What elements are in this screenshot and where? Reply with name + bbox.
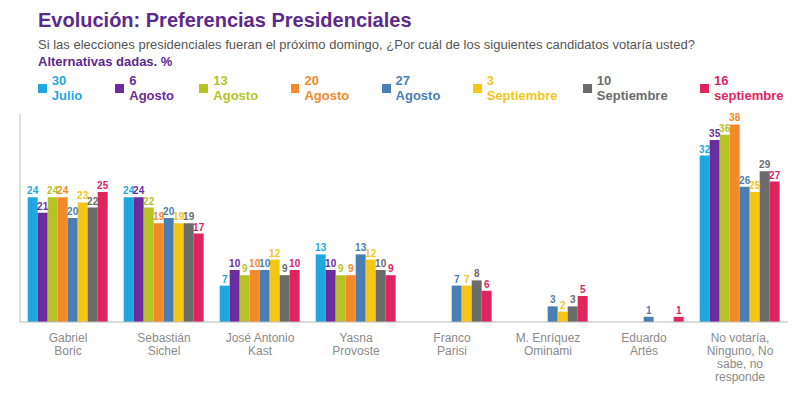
svg-text:9: 9 <box>242 263 248 274</box>
svg-text:35: 35 <box>709 128 721 139</box>
svg-text:38: 38 <box>729 112 741 123</box>
svg-text:19: 19 <box>153 211 165 223</box>
svg-text:8: 8 <box>474 268 480 279</box>
html-text:10 Septiembre: 10 Septiembre <box>596 73 668 103</box>
svg-text:3: 3 <box>570 294 576 305</box>
svg-text:9: 9 <box>388 263 394 274</box>
svg-text:19: 19 <box>183 211 195 222</box>
svg-text:YasnaProvoste: YasnaProvoste <box>332 331 380 358</box>
svg-text:13: 13 <box>355 242 367 254</box>
svg-text:José AntonioKast: José AntonioKast <box>226 331 295 358</box>
html-text:6 Agosto: 6 Agosto <box>129 73 174 103</box>
svg-text:21: 21 <box>37 201 49 212</box>
svg-text:23: 23 <box>77 190 89 202</box>
svg-text:6: 6 <box>484 279 490 290</box>
svg-text:10: 10 <box>259 258 271 269</box>
svg-text:9: 9 <box>282 263 288 274</box>
svg-text:17: 17 <box>193 222 205 233</box>
svg-text:24: 24 <box>27 185 39 196</box>
svg-text:1: 1 <box>676 305 682 316</box>
svg-text:7: 7 <box>222 274 228 285</box>
svg-text:32: 32 <box>699 144 711 155</box>
svg-text:SebastiánSichel: SebastiánSichel <box>137 331 190 358</box>
svg-text:20: 20 <box>67 206 79 217</box>
html-text:Evolución: Preferencias Presid: Evolución: Preferencias Presidenciales <box>38 9 412 31</box>
html-text:13 Agosto: 13 Agosto <box>213 73 259 103</box>
svg-text:36: 36 <box>719 123 731 134</box>
svg-text:24: 24 <box>57 185 69 196</box>
svg-text:10: 10 <box>325 258 337 269</box>
html-text:30 Julio: 30 Julio <box>51 73 83 103</box>
svg-text:5: 5 <box>580 284 586 295</box>
svg-text:7: 7 <box>454 274 460 285</box>
svg-text:19: 19 <box>173 211 185 223</box>
svg-text:22: 22 <box>143 196 155 207</box>
svg-text:M. EnríquezOminami: M. EnríquezOminami <box>516 331 581 358</box>
svg-text:12: 12 <box>269 248 281 259</box>
svg-text:13: 13 <box>315 242 327 253</box>
html-text:27 Agosto: 27 Agosto <box>395 73 441 103</box>
svg-text:7: 7 <box>464 274 470 285</box>
svg-text:10: 10 <box>289 258 301 269</box>
svg-text:24: 24 <box>133 185 145 196</box>
svg-text:29: 29 <box>759 159 771 170</box>
svg-text:27: 27 <box>769 170 781 181</box>
svg-text:2: 2 <box>560 300 566 311</box>
svg-text:10: 10 <box>229 258 241 269</box>
html-text:20 Agosto: 20 Agosto <box>304 73 350 103</box>
svg-text:10: 10 <box>375 258 387 269</box>
html-text:3 Septiembre: 3 Septiembre <box>486 73 558 103</box>
svg-text:9: 9 <box>348 263 354 274</box>
svg-text:26: 26 <box>739 174 751 186</box>
svg-text:24: 24 <box>123 185 135 197</box>
html-text:Si las elecciones presidencial: Si las elecciones presidenciales fueran … <box>38 37 695 52</box>
svg-text:No votaría,Ninguno, Nosabe, no: No votaría,Ninguno, Nosabe, noresponde <box>707 331 774 384</box>
svg-text:3: 3 <box>550 294 556 305</box>
svg-text:10: 10 <box>249 258 261 269</box>
svg-text:25: 25 <box>749 180 761 191</box>
svg-text:FrancoParisi: FrancoParisi <box>433 331 471 358</box>
html-text:16 septiembre: 16 septiembre <box>714 73 784 103</box>
svg-text:9: 9 <box>338 263 344 274</box>
svg-text:20: 20 <box>163 206 175 217</box>
svg-text:22: 22 <box>87 196 99 207</box>
svg-text:EduardoArtés: EduardoArtés <box>621 331 667 358</box>
svg-text:25: 25 <box>97 180 109 191</box>
svg-text:24: 24 <box>47 185 59 197</box>
html-text:Alternativas dadas. %: Alternativas dadas. % <box>38 54 173 69</box>
svg-text:GabrielBoric: GabrielBoric <box>49 331 88 358</box>
svg-text:12: 12 <box>365 248 377 259</box>
svg-text:1: 1 <box>646 305 652 316</box>
